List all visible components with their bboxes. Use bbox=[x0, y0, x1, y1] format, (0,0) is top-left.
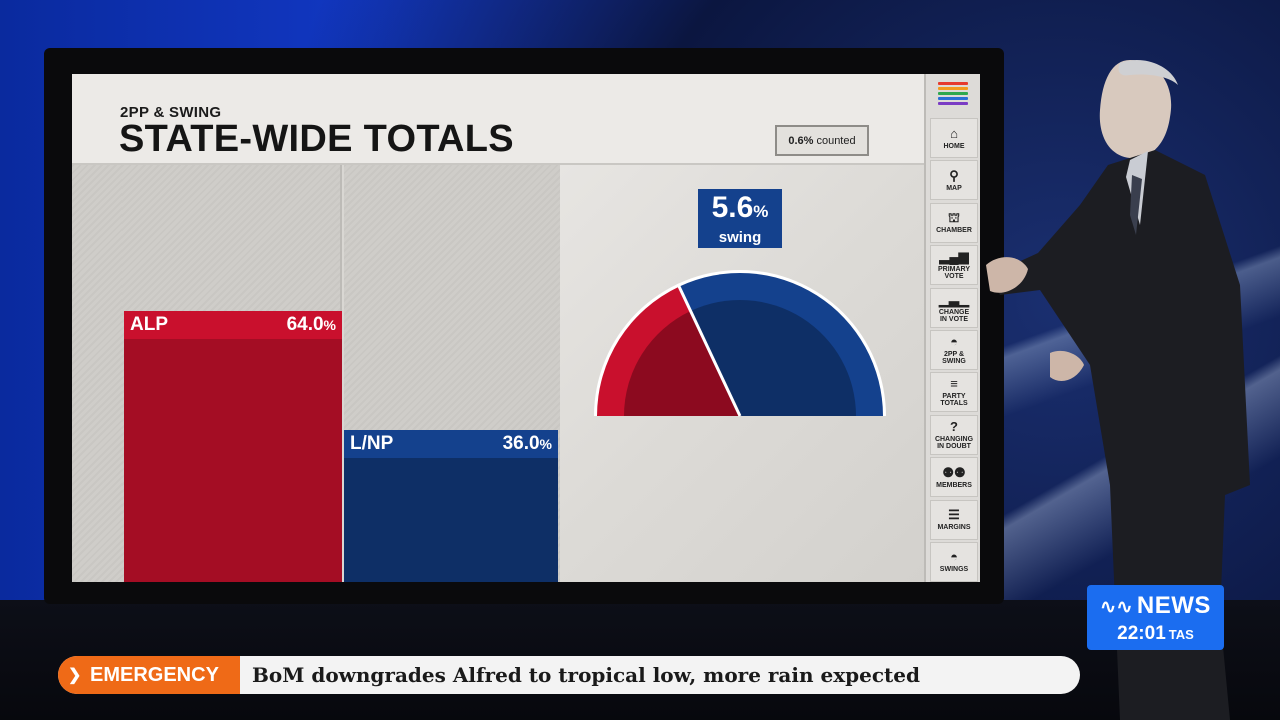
menu-item-label: CHANGING bbox=[934, 435, 974, 443]
menu-item-label: SWINGS bbox=[939, 566, 969, 574]
lnp-bar-value: 36.0% bbox=[502, 433, 552, 454]
broadcast-clock: 22:01 TAS bbox=[1117, 623, 1194, 644]
lnp-bar-label: L/NP bbox=[350, 433, 394, 454]
party-totals-icon: ≡ bbox=[950, 376, 958, 392]
swing-gauge[interactable] bbox=[592, 270, 888, 422]
menu-item-chamber[interactable]: ⛫ CHAMBER bbox=[930, 202, 978, 243]
gauge-divider bbox=[676, 283, 742, 417]
menu-item-sublabel: SWING bbox=[942, 357, 966, 365]
menu-item-primary[interactable]: ▂▄▆ PRIMARY VOTE bbox=[930, 245, 978, 286]
menu-item-swings[interactable]: ◓ SWINGS bbox=[930, 541, 978, 582]
alp-bar-label: ALP bbox=[130, 314, 168, 335]
home-icon: ⌂ bbox=[950, 125, 958, 141]
bar-chart-icon: ▂▄▆ bbox=[939, 249, 969, 265]
side-menu: ⌂ HOME ⚲ MAP ⛫ CHAMBER ▂▄▆ PRIMARY VOTE ▁▃▁ CHANGE… bbox=[924, 74, 980, 582]
news-ticker: ❯ EMERGENCY BoM downgrades Alfred to tro… bbox=[58, 656, 1080, 694]
change-chart-icon: ▁▃▁ bbox=[939, 291, 969, 307]
abc-news-brand: ∿∿ NEWS bbox=[1100, 592, 1211, 619]
menu-item-sublabel: VOTE bbox=[944, 273, 964, 281]
logo-stripe bbox=[938, 97, 968, 100]
results-board: 2PP & SWING STATE-WIDE TOTALS 0.6% count… bbox=[72, 74, 980, 582]
lnp-bar-fill bbox=[344, 458, 558, 582]
counted-value: 0.6% bbox=[788, 134, 814, 147]
page-title: STATE-WIDE TOTALS bbox=[119, 118, 514, 160]
logo-stripe bbox=[938, 102, 968, 105]
menu-item-party[interactable]: ≡ PARTY TOTALS bbox=[930, 372, 978, 413]
menu-item-label: HOME bbox=[943, 142, 965, 150]
ticker-tag: ❯ EMERGENCY bbox=[58, 656, 240, 694]
map-pin-icon: ⚲ bbox=[949, 167, 959, 183]
swing-label: swing bbox=[718, 229, 762, 246]
counted-label: counted bbox=[816, 134, 856, 147]
menu-item-label: MEMBERS bbox=[936, 481, 972, 489]
board-kicker: 2PP & SWING bbox=[120, 104, 222, 121]
swing-value: 5.6% bbox=[711, 191, 769, 224]
menu-item-label: PRIMARY bbox=[937, 266, 971, 274]
ticker-headline: BoM downgrades Alfred to tropical low, m… bbox=[252, 663, 920, 687]
gauge-icon: ◓ bbox=[950, 333, 958, 349]
elections-logo bbox=[938, 82, 968, 107]
ticker-tag-label: EMERGENCY bbox=[90, 663, 219, 686]
chevron-right-icon: ❯ bbox=[68, 667, 82, 684]
menu-list: ⌂ HOME ⚲ MAP ⛫ CHAMBER ▂▄▆ PRIMARY VOTE ▁▃▁ CHANGE… bbox=[930, 118, 978, 582]
lnp-bar[interactable]: L/NP 36.0% bbox=[344, 430, 558, 582]
menu-item-sublabel: TOTALS bbox=[940, 400, 968, 408]
menu-item-members[interactable]: ⚉⚉ MEMBERS bbox=[930, 457, 978, 498]
swing-badge: 5.6% swing bbox=[698, 189, 782, 248]
alp-bar-value: 64.0% bbox=[286, 314, 336, 335]
logo-stripe bbox=[938, 82, 968, 85]
menu-item--pp[interactable]: ◓ 2PP & SWING bbox=[930, 329, 978, 370]
alp-bar-fill bbox=[124, 339, 342, 582]
menu-item-label: 2PP & bbox=[943, 350, 965, 358]
counted-badge: 0.6% counted bbox=[775, 125, 869, 156]
logo-stripe bbox=[938, 87, 968, 90]
menu-item-margins[interactable]: ☰ MARGINS bbox=[930, 499, 978, 540]
menu-item-change[interactable]: ▁▃▁ CHANGE IN VOTE bbox=[930, 287, 978, 328]
presenter-figure bbox=[986, 59, 1250, 720]
chamber-icon: ⛫ bbox=[948, 210, 960, 226]
menu-item-label: MARGINS bbox=[937, 524, 971, 532]
board-header: 2PP & SWING STATE-WIDE TOTALS 0.6% count… bbox=[72, 74, 924, 165]
menu-item-label: CHANGE bbox=[938, 308, 970, 316]
menu-item-home[interactable]: ⌂ HOME bbox=[930, 118, 978, 158]
menu-item-sublabel: IN DOUBT bbox=[937, 442, 971, 450]
alp-bar[interactable]: ALP 64.0% bbox=[124, 311, 342, 582]
abc-news-badge: ∿∿ NEWS 22:01 TAS bbox=[1087, 585, 1224, 650]
swings-icon: ◓ bbox=[950, 549, 958, 565]
bar-column-gutter bbox=[72, 165, 122, 582]
alp-bar-header: ALP 64.0% bbox=[124, 311, 342, 339]
abc-logo-icon: ∿∿ bbox=[1100, 597, 1133, 618]
menu-item-label: PARTY bbox=[942, 393, 966, 401]
menu-item-label: MAP bbox=[946, 184, 962, 192]
menu-item-changing[interactable]: ? CHANGING IN DOUBT bbox=[930, 414, 978, 455]
question-icon: ? bbox=[950, 418, 958, 434]
members-icon: ⚉⚉ bbox=[942, 464, 966, 480]
lnp-bar-header: L/NP 36.0% bbox=[344, 430, 558, 458]
menu-item-map[interactable]: ⚲ MAP bbox=[930, 160, 978, 201]
gauge-lnp-inner bbox=[690, 300, 856, 416]
menu-item-label: CHAMBER bbox=[936, 227, 972, 235]
margins-icon: ☰ bbox=[948, 507, 960, 523]
logo-stripe bbox=[938, 92, 968, 95]
menu-item-sublabel: IN VOTE bbox=[939, 315, 968, 323]
gauge-alp-inner bbox=[624, 311, 740, 416]
